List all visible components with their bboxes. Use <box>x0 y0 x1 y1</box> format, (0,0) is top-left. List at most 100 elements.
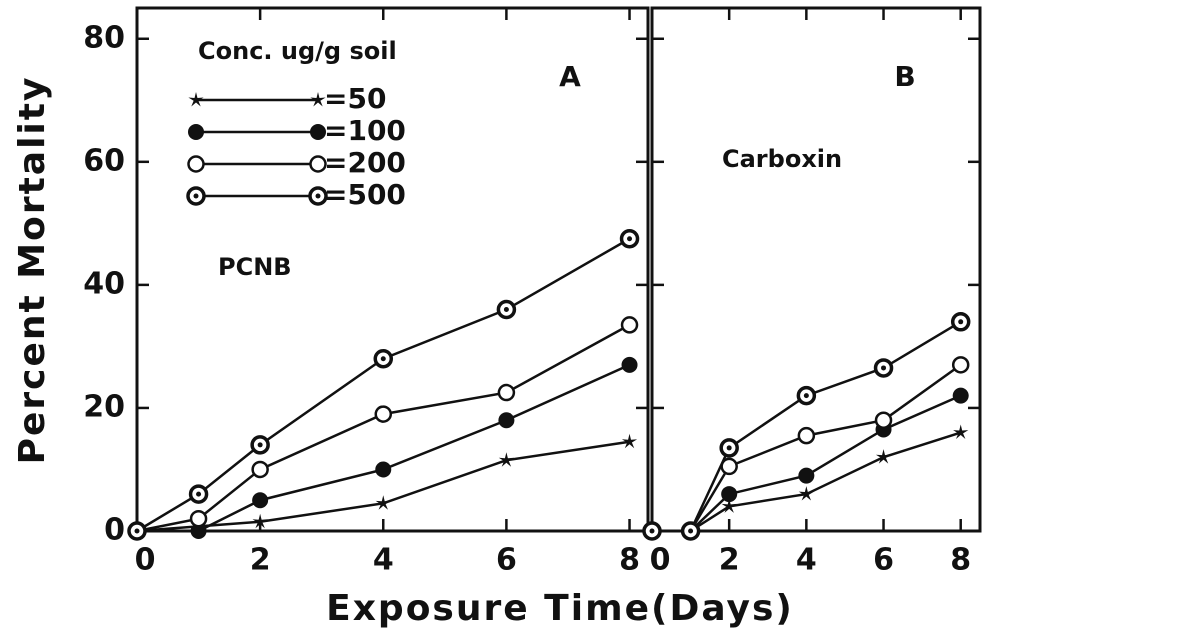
data-point <box>796 385 817 406</box>
data-point <box>251 460 269 479</box>
legend-marker <box>310 124 326 140</box>
open-marker <box>187 155 205 173</box>
double-marker-dot <box>315 193 321 199</box>
data-point <box>373 348 394 369</box>
filled-marker <box>621 356 638 373</box>
data-point <box>496 299 517 320</box>
open-marker <box>951 356 970 374</box>
plot-frame <box>135 6 650 533</box>
data-point <box>953 424 969 440</box>
y-axis-label: Percent Mortality <box>12 76 53 465</box>
series-line <box>136 440 630 533</box>
series-line <box>136 237 631 533</box>
open-marker <box>189 509 208 528</box>
legend-label: =500 <box>324 178 406 211</box>
x-tick-label: 6 <box>873 543 894 578</box>
series-line <box>652 394 962 533</box>
data-point <box>950 312 971 332</box>
data-point <box>642 521 662 541</box>
filled-marker <box>252 492 269 509</box>
legend-marker <box>188 92 204 107</box>
star-marker <box>375 495 391 510</box>
panel-label: B <box>894 60 915 93</box>
data-point <box>621 433 638 449</box>
y-tick-label: 20 <box>83 389 125 424</box>
x-tick-label: 2 <box>250 543 271 578</box>
data-point <box>619 228 640 249</box>
data-point <box>374 405 393 423</box>
filled-marker <box>498 412 515 429</box>
data-point <box>798 467 815 484</box>
data-point <box>875 449 892 464</box>
panel-label: A <box>559 60 581 93</box>
legend-marker <box>309 155 327 173</box>
data-point <box>252 513 268 529</box>
y-tick-label: 0 <box>104 513 125 548</box>
annotation: PCNB <box>218 253 292 281</box>
data-point <box>252 492 269 509</box>
open-marker <box>374 405 393 423</box>
data-point <box>498 452 515 467</box>
data-point <box>498 412 515 429</box>
data-point <box>721 486 738 503</box>
data-point <box>375 461 392 478</box>
annotation: Carboxin <box>722 145 842 173</box>
star-marker <box>188 92 204 107</box>
y-tick-label: 40 <box>83 266 125 301</box>
legend-marker <box>308 186 328 206</box>
star-marker <box>798 486 814 501</box>
data-point <box>188 484 209 504</box>
double-marker-dot <box>380 356 386 362</box>
x-tick-label: 6 <box>496 543 517 578</box>
star-marker <box>621 433 638 449</box>
data-point <box>680 521 701 541</box>
x-tick-label: 4 <box>796 543 817 578</box>
filled-marker <box>188 124 204 140</box>
data-point <box>375 495 391 510</box>
data-point <box>721 498 737 513</box>
data-point <box>620 316 639 334</box>
star-marker <box>498 452 515 467</box>
filled-marker <box>375 461 392 478</box>
data-point <box>874 411 893 429</box>
x-tick-label: 0 <box>650 543 671 578</box>
open-marker <box>620 316 639 334</box>
open-marker <box>797 426 816 445</box>
legend-title: Conc. ug/g soil <box>198 37 397 65</box>
data-point <box>951 356 970 374</box>
x-axis-label: Exposure Time(Days) <box>326 588 794 629</box>
x-tick-label: 2 <box>719 543 740 578</box>
double-marker-dot <box>958 319 964 325</box>
data-point <box>621 356 638 373</box>
y-tick-label: 80 <box>83 20 125 55</box>
filled-marker <box>798 467 815 484</box>
data-point <box>797 426 816 445</box>
star-marker <box>875 449 892 464</box>
series-line <box>137 363 631 533</box>
data-point <box>497 383 516 402</box>
data-point <box>798 486 814 501</box>
filled-marker <box>310 124 326 140</box>
double-marker-dot <box>803 393 809 399</box>
series-line <box>136 323 631 533</box>
star-marker <box>953 424 969 440</box>
series-line <box>652 320 962 533</box>
data-point <box>189 509 208 528</box>
x-tick-label: 4 <box>373 543 394 578</box>
double-marker-dot <box>193 193 199 199</box>
double-marker-dot <box>881 365 887 371</box>
legend-marker <box>186 186 206 206</box>
legend-label: =50 <box>324 82 386 115</box>
y-tick-label: 60 <box>83 143 125 178</box>
open-marker <box>251 460 269 479</box>
double-marker-dot <box>627 236 633 242</box>
data-point <box>190 523 207 539</box>
star-marker <box>252 513 268 529</box>
open-marker <box>874 411 893 429</box>
filled-marker <box>190 523 207 539</box>
data-point <box>719 438 739 458</box>
legend-marker <box>187 155 205 173</box>
double-marker-dot <box>503 306 509 312</box>
filled-marker <box>721 486 738 503</box>
